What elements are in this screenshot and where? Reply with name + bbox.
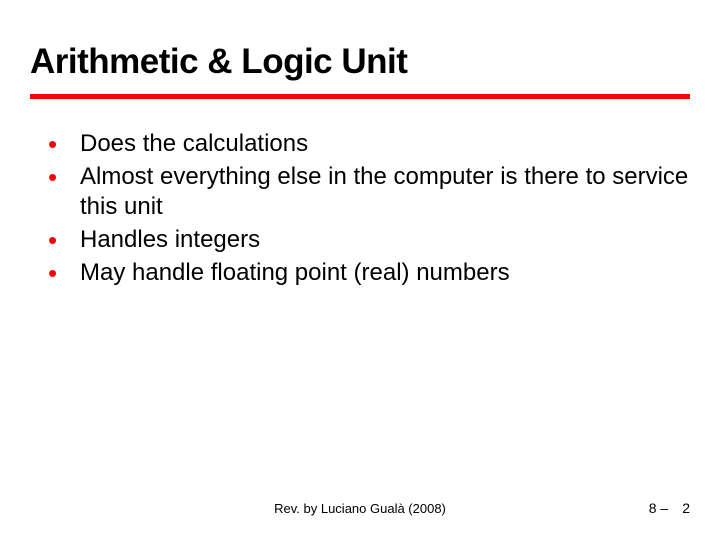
- chapter-number: 8 –: [649, 500, 668, 516]
- bullet-item: Almost everything else in the computer i…: [48, 162, 690, 223]
- footer-right: 8 – 2: [649, 500, 690, 516]
- bullet-list: Does the calculations Almost everything …: [30, 129, 690, 289]
- slide-title: Arithmetic & Logic Unit: [30, 42, 690, 82]
- footer-credit: Rev. by Luciano Gualà (2008): [274, 501, 446, 516]
- bullet-item: Does the calculations: [48, 129, 690, 160]
- title-divider: [30, 94, 690, 99]
- slide-footer: Rev. by Luciano Gualà (2008) 8 – 2: [0, 500, 720, 516]
- page-number: 2: [682, 500, 690, 516]
- bullet-item: Handles integers: [48, 225, 690, 256]
- slide: Arithmetic & Logic Unit Does the calcula…: [0, 0, 720, 540]
- bullet-item: May handle floating point (real) numbers: [48, 258, 690, 289]
